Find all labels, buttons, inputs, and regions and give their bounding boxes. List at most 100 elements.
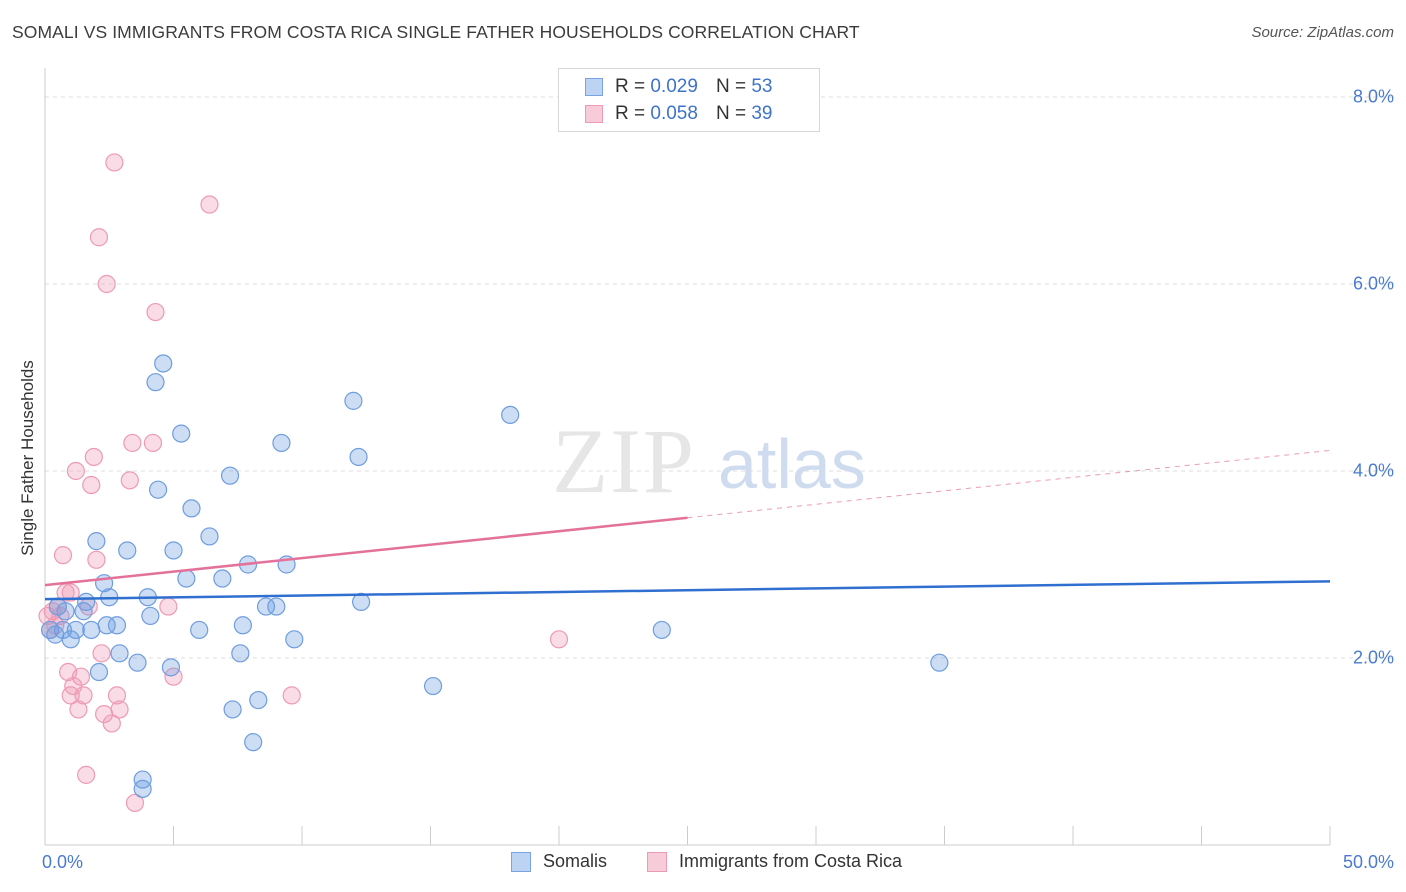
legend-row-costa-rica: R = 0.058 N = 39: [585, 102, 772, 126]
data-point: [102, 714, 121, 733]
data-point: [107, 686, 127, 705]
data-point: [200, 195, 219, 214]
data-point: [120, 471, 139, 490]
data-point: [69, 700, 88, 719]
data-point: [349, 447, 368, 467]
data-point: [66, 461, 85, 481]
data-point: [77, 765, 96, 784]
data-point: [223, 700, 242, 719]
data-point: [172, 424, 191, 443]
trend-line-somalis: [44, 580, 1331, 601]
data-point: [159, 597, 178, 616]
data-point: [56, 602, 75, 621]
data-point: [61, 630, 80, 649]
legend-swatch-somalis: [585, 78, 603, 96]
legend-r-label: R =: [615, 76, 646, 97]
legend-row-somalis: R = 0.029 N = 53: [585, 75, 772, 99]
data-point: [148, 480, 168, 499]
y-tick-label: 6.0%: [1352, 273, 1394, 294]
data-point: [53, 620, 73, 640]
data-point: [182, 499, 201, 518]
legend-r-value-somalis: 0.029: [650, 76, 698, 97]
data-point: [233, 616, 252, 635]
data-point: [89, 662, 109, 682]
legend-label-costa-rica: Immigrants from Costa Rica: [679, 851, 903, 871]
data-point: [133, 779, 152, 799]
legend-n-label: N =: [715, 103, 747, 124]
data-point: [87, 532, 106, 551]
data-point: [128, 653, 147, 672]
data-point: [61, 583, 80, 602]
data-point: [146, 302, 165, 322]
data-point: [141, 606, 160, 626]
legend-label-somalis: Somalis: [543, 851, 608, 871]
data-point: [97, 274, 116, 294]
data-point: [231, 644, 250, 663]
data-point: [164, 541, 183, 560]
data-point: [84, 447, 103, 467]
data-point: [161, 658, 181, 677]
data-point: [652, 620, 671, 640]
gridlines: [45, 96, 1392, 659]
chart-title: SOMALI VS IMMIGRANTS FROM COSTA RICA SIN…: [12, 22, 860, 42]
trend-line-costa-rica: [44, 516, 688, 587]
data-point: [133, 770, 152, 789]
data-point: [249, 690, 268, 710]
watermark-zip: ZIP: [552, 410, 696, 512]
data-point: [143, 433, 163, 453]
data-point: [77, 592, 96, 612]
source-label: Source: ZipAtlas.com: [1251, 24, 1394, 41]
data-point: [256, 597, 276, 616]
data-point: [66, 620, 85, 640]
data-point: [549, 630, 569, 649]
data-point: [97, 616, 116, 635]
data-point: [105, 153, 124, 172]
x-tick-label-min: 0.0%: [42, 852, 84, 872]
data-point: [267, 597, 286, 616]
data-point: [82, 620, 101, 640]
data-point: [71, 667, 91, 686]
data-point: [244, 733, 263, 752]
data-point: [423, 676, 443, 696]
data-point: [125, 793, 145, 813]
data-point: [110, 644, 129, 663]
legend-item-costa-rica[interactable]: Immigrants from Costa Rica: [647, 851, 902, 872]
data-point: [110, 700, 129, 719]
data-point: [282, 686, 301, 705]
series-legend: Somalis Immigrants from Costa Rica: [0, 851, 1406, 879]
data-point: [118, 541, 137, 560]
data-point: [272, 433, 291, 453]
data-point: [190, 620, 209, 640]
data-point: [220, 466, 240, 485]
watermark: ZIP atlas: [552, 410, 866, 512]
data-point: [501, 405, 520, 424]
correlation-legend: R = 0.029 N = 53 R = 0.058 N = 39: [558, 68, 820, 132]
legend-n-value-somalis: 53: [751, 76, 773, 97]
x-axis: [44, 68, 1331, 846]
data-point: [123, 433, 142, 453]
data-point: [53, 546, 73, 565]
costa-rica-points: [38, 153, 569, 813]
y-tick-label: 8.0%: [1352, 86, 1394, 107]
data-point: [930, 653, 949, 672]
data-point: [177, 569, 196, 588]
trend-lines: [44, 449, 1331, 601]
somalis-points: [41, 354, 949, 799]
y-tick-label: 4.0%: [1352, 460, 1394, 481]
data-point: [82, 475, 101, 495]
data-point: [344, 391, 363, 410]
data-point: [146, 373, 165, 392]
data-point: [154, 354, 173, 373]
legend-item-somalis[interactable]: Somalis: [511, 851, 607, 872]
data-point: [64, 676, 83, 696]
data-point: [200, 527, 219, 546]
data-point: [74, 686, 93, 705]
legend-r-value-costa-rica: 0.058: [650, 103, 698, 124]
legend-swatch-costa-rica: [647, 851, 667, 872]
watermark-atlas: atlas: [718, 425, 866, 503]
y-tick-label: 2.0%: [1352, 647, 1394, 668]
data-point: [107, 616, 127, 635]
data-point: [213, 569, 232, 588]
legend-swatch-somalis: [511, 851, 531, 872]
